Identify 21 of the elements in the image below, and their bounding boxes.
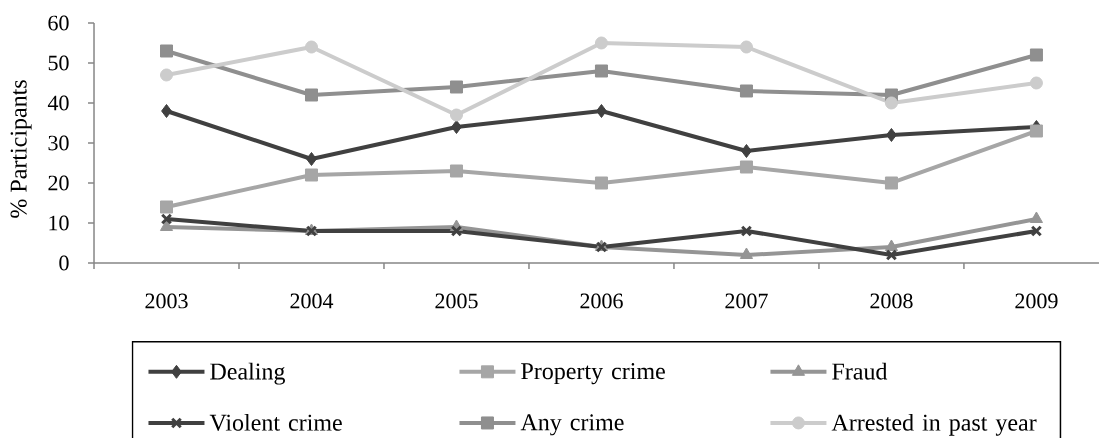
x-tick-label: 2007 [725,293,768,309]
legend-label: Property crime [521,363,665,385]
y-tick-label: 10 [49,215,69,231]
legend-label: Any crime [520,414,624,436]
x-tick-label: 2003 [145,293,188,309]
y-tick-label: 40 [47,95,69,111]
x-tick-label: 2009 [1015,293,1058,309]
legend-label: Fraud [832,362,888,380]
x-tick-label: 2005 [435,293,478,309]
y-tick-label: 50 [48,55,69,71]
legend-label: Dealing [210,362,285,385]
y-axis-title: % Participants [10,80,32,218]
x-tick-label: 2006 [580,293,623,309]
y-tick-label: 60 [48,15,69,31]
y-tick-label: 20 [48,175,69,191]
x-tick-label: 2008 [870,293,913,309]
legend-label: Arrested in past year [831,413,1037,436]
legend-label: Violent crime [209,413,342,431]
y-tick-label: 30 [48,135,69,151]
x-tick-label: 2004 [290,293,334,309]
y-tick-label: 0 [59,255,69,271]
